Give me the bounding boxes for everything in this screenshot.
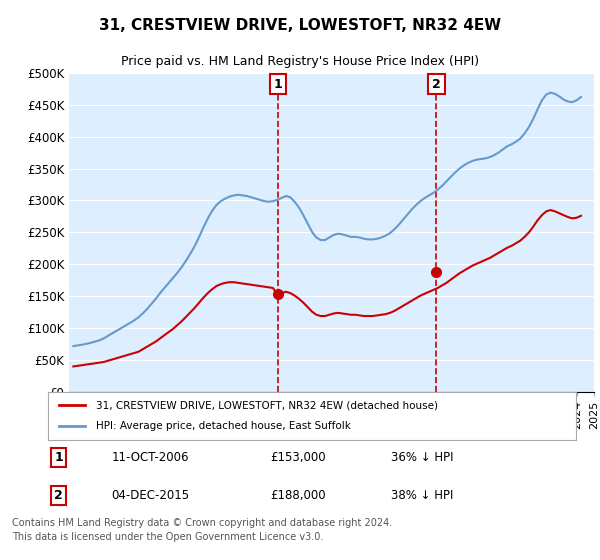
Text: 04-DEC-2015: 04-DEC-2015 bbox=[112, 489, 190, 502]
Text: 2: 2 bbox=[54, 489, 63, 502]
Text: 31, CRESTVIEW DRIVE, LOWESTOFT, NR32 4EW (detached house): 31, CRESTVIEW DRIVE, LOWESTOFT, NR32 4EW… bbox=[95, 400, 437, 410]
Text: 38% ↓ HPI: 38% ↓ HPI bbox=[391, 489, 454, 502]
Text: 11-OCT-2006: 11-OCT-2006 bbox=[112, 451, 189, 464]
Text: 1: 1 bbox=[54, 451, 63, 464]
Text: Contains HM Land Registry data © Crown copyright and database right 2024.
This d: Contains HM Land Registry data © Crown c… bbox=[12, 518, 392, 542]
Text: £153,000: £153,000 bbox=[270, 451, 325, 464]
Text: Price paid vs. HM Land Registry's House Price Index (HPI): Price paid vs. HM Land Registry's House … bbox=[121, 55, 479, 68]
Text: HPI: Average price, detached house, East Suffolk: HPI: Average price, detached house, East… bbox=[95, 421, 350, 431]
Text: £188,000: £188,000 bbox=[270, 489, 325, 502]
Text: 31, CRESTVIEW DRIVE, LOWESTOFT, NR32 4EW: 31, CRESTVIEW DRIVE, LOWESTOFT, NR32 4EW bbox=[99, 18, 501, 33]
Text: 2: 2 bbox=[432, 78, 441, 91]
Text: 36% ↓ HPI: 36% ↓ HPI bbox=[391, 451, 454, 464]
Text: 1: 1 bbox=[274, 78, 282, 91]
